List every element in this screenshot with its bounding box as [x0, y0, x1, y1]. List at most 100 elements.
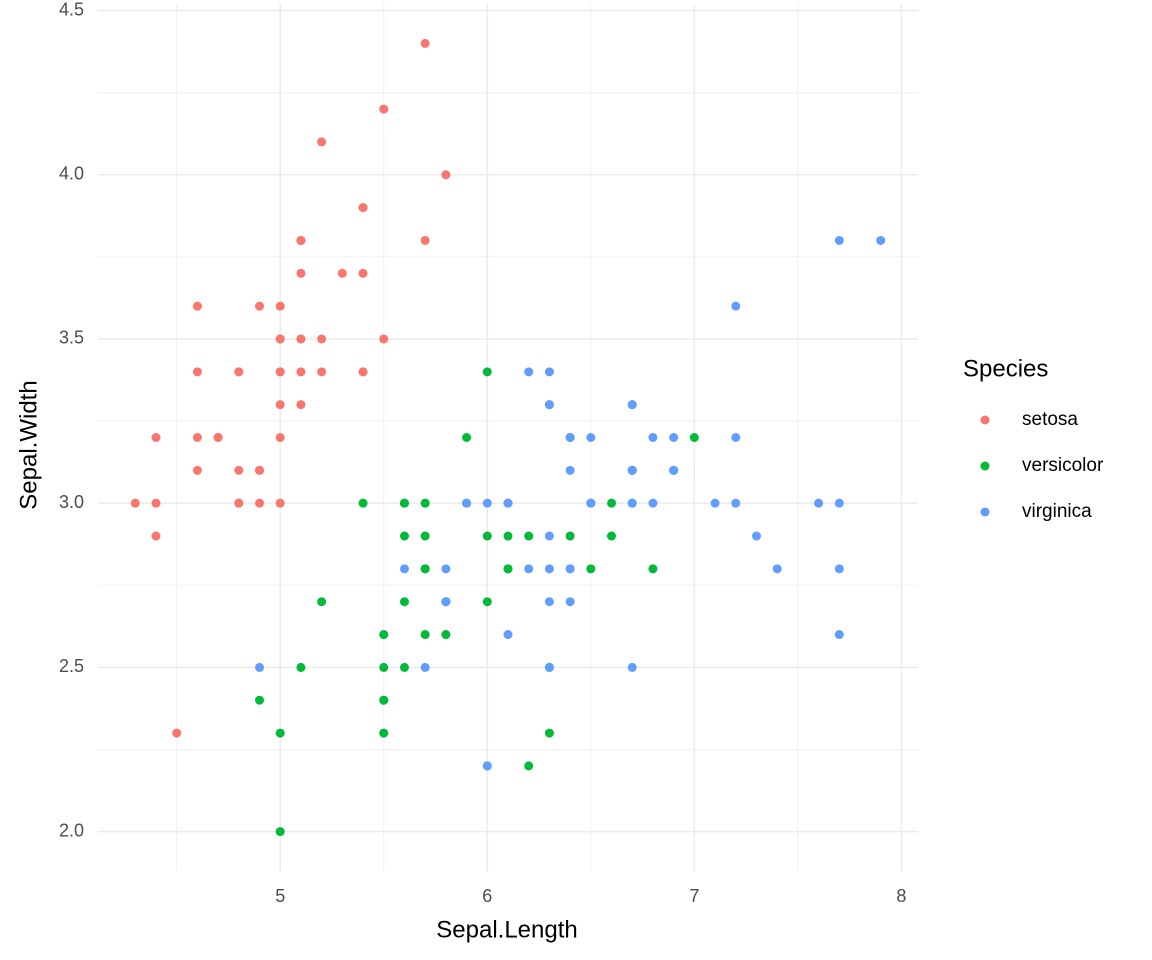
y-axis-title: Sepal.Width [15, 380, 42, 509]
point [420, 531, 430, 541]
point [648, 433, 658, 442]
x-axis-title: Sepal.Length [436, 916, 577, 943]
point [544, 597, 554, 607]
point [462, 433, 472, 442]
point [710, 498, 720, 508]
legend-title: Species [963, 355, 1048, 382]
point [379, 334, 389, 344]
point [420, 235, 430, 245]
point [751, 531, 761, 541]
point [358, 203, 368, 213]
point [317, 367, 327, 377]
point [731, 433, 741, 442]
point [275, 400, 285, 410]
point [399, 498, 409, 508]
legend-label: versicolor [1022, 455, 1104, 476]
point [399, 564, 409, 574]
point [834, 630, 844, 640]
point [689, 433, 699, 442]
point [544, 564, 554, 574]
point [275, 433, 285, 442]
point [441, 170, 451, 180]
point [399, 597, 409, 607]
point [358, 498, 368, 508]
point [482, 531, 492, 541]
point [834, 235, 844, 245]
point [172, 728, 182, 738]
point [192, 433, 202, 442]
point [213, 433, 223, 442]
point [379, 728, 389, 738]
point [544, 367, 554, 377]
legend-label: virginica [1022, 501, 1092, 522]
point [317, 597, 327, 607]
point [876, 235, 886, 245]
point [255, 465, 265, 475]
point [151, 498, 161, 508]
point [275, 728, 285, 738]
legend-label: setosa [1022, 409, 1078, 430]
point [275, 367, 285, 377]
point [275, 334, 285, 344]
point [420, 38, 430, 48]
point [565, 597, 575, 607]
point [192, 367, 202, 377]
point [731, 301, 741, 311]
point [586, 498, 596, 508]
point [296, 235, 306, 245]
point [255, 695, 265, 705]
point [379, 662, 389, 672]
point [192, 465, 202, 475]
point [482, 367, 492, 377]
point [834, 564, 844, 574]
point [503, 630, 513, 640]
point [524, 761, 534, 771]
point [565, 531, 575, 541]
legend-marker [980, 461, 990, 471]
point [130, 498, 140, 508]
point [814, 498, 824, 508]
point [503, 564, 513, 574]
point [275, 498, 285, 508]
point [544, 531, 554, 541]
point [565, 564, 575, 574]
point [586, 433, 596, 442]
point [627, 498, 637, 508]
point [420, 498, 430, 508]
x-tick-label: 8 [896, 886, 906, 906]
point [586, 564, 596, 574]
point [482, 761, 492, 771]
point [462, 498, 472, 508]
point [317, 334, 327, 344]
x-tick-label: 7 [689, 886, 699, 906]
point [358, 268, 368, 278]
point [151, 531, 161, 541]
point [234, 367, 244, 377]
y-tick-label: 4.0 [59, 164, 84, 184]
point [627, 465, 637, 475]
point [627, 400, 637, 410]
point [627, 662, 637, 672]
point [544, 728, 554, 738]
point [296, 367, 306, 377]
legend-marker [980, 507, 990, 517]
point [648, 498, 658, 508]
point [358, 367, 368, 377]
point [296, 334, 306, 344]
point [296, 400, 306, 410]
point [255, 662, 265, 672]
point [399, 662, 409, 672]
point [731, 498, 741, 508]
point [420, 630, 430, 640]
legend-marker [980, 415, 990, 425]
point [544, 662, 554, 672]
point [669, 433, 679, 442]
point [255, 301, 265, 311]
point [607, 498, 617, 508]
y-tick-label: 3.5 [59, 328, 84, 348]
point [524, 564, 534, 574]
point [524, 367, 534, 377]
point [379, 630, 389, 640]
